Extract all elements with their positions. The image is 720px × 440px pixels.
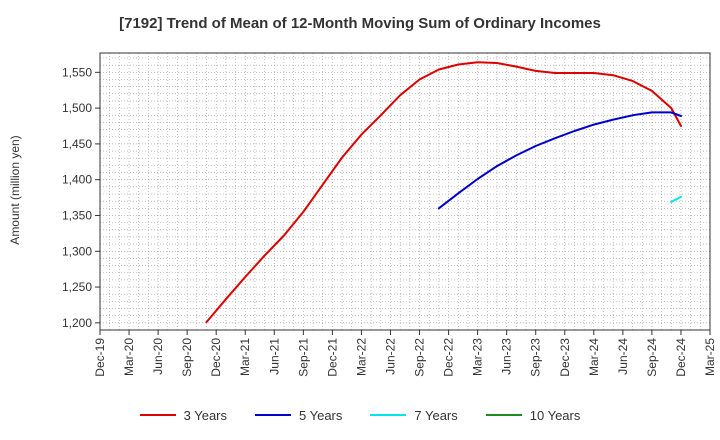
x-tick-label: Jun-21	[267, 338, 281, 375]
x-tick-label: Jun-23	[500, 338, 514, 375]
x-tick-label: Sep-20	[180, 338, 194, 377]
legend: 3 Years 5 Years 7 Years 10 Years	[0, 404, 720, 426]
y-axis-ticks: 1,200 1,250 1,300 1,350 1,400 1,450 1,500 1,550	[62, 65, 100, 330]
y-tick-label: 1,550	[62, 65, 92, 79]
x-tick-label: Dec-20	[209, 338, 223, 377]
chart-title: [7192] Trend of Mean of 12-Month Moving …	[119, 15, 601, 32]
y-tick-label: 1,300	[62, 244, 92, 258]
x-tick-label: Mar-23	[471, 338, 485, 376]
y-axis-title: Amount (million yen)	[8, 135, 22, 244]
grid-layer	[100, 53, 710, 331]
x-tick-label: Jun-24	[616, 338, 630, 375]
x-axis-ticks: Dec-19 Mar-20 Jun-20 Sep-20 Dec-20 Mar-21 Jun-…	[93, 330, 717, 377]
x-tick-label: Dec-22	[442, 338, 456, 377]
x-tick-label: Mar-20	[122, 338, 136, 376]
x-tick-label: Sep-21	[296, 338, 310, 377]
y-tick-label: 1,450	[62, 137, 92, 151]
y-tick-label: 1,250	[62, 280, 92, 294]
legend-label: 5 Years	[299, 407, 343, 423]
x-tick-label: Mar-22	[354, 338, 368, 376]
legend-item: 10 Years	[485, 404, 581, 426]
legend-swatch	[139, 414, 176, 416]
x-tick-label: Sep-23	[529, 338, 543, 377]
legend-item: 7 Years	[370, 404, 458, 426]
series-line-3-years	[205, 61, 682, 324]
legend-label: 7 Years	[414, 407, 458, 423]
x-tick-label: Sep-24	[645, 338, 659, 377]
x-tick-label: Mar-21	[238, 338, 252, 376]
legend-item: 5 Years	[255, 404, 342, 426]
y-tick-label: 1,500	[62, 101, 92, 115]
series-line-5-years	[437, 111, 682, 210]
legend-label: 3 Years	[183, 407, 227, 423]
x-tick-label: Dec-19	[93, 338, 107, 377]
legend-item: 3 Years	[139, 404, 227, 426]
x-tick-label: Jun-22	[383, 338, 397, 375]
x-tick-label: Jun-20	[151, 338, 165, 375]
x-tick-label: Sep-22	[413, 338, 427, 377]
x-tick-label: Dec-24	[674, 338, 688, 377]
plot-frame	[99, 52, 711, 331]
x-tick-label: Mar-25	[703, 338, 717, 376]
x-tick-label: Mar-24	[587, 338, 601, 376]
legend-label: 10 Years	[529, 407, 581, 423]
series-layer	[205, 61, 682, 324]
series-line-7-years	[670, 195, 682, 203]
legend-swatch	[370, 414, 407, 416]
x-tick-label: Dec-23	[558, 338, 572, 377]
legend-swatch	[255, 414, 291, 416]
legend-swatch	[485, 414, 522, 416]
y-tick-label: 1,350	[62, 208, 92, 222]
y-tick-label: 1,400	[62, 173, 92, 187]
y-tick-label: 1,200	[62, 316, 92, 330]
x-tick-label: Dec-21	[325, 338, 339, 377]
